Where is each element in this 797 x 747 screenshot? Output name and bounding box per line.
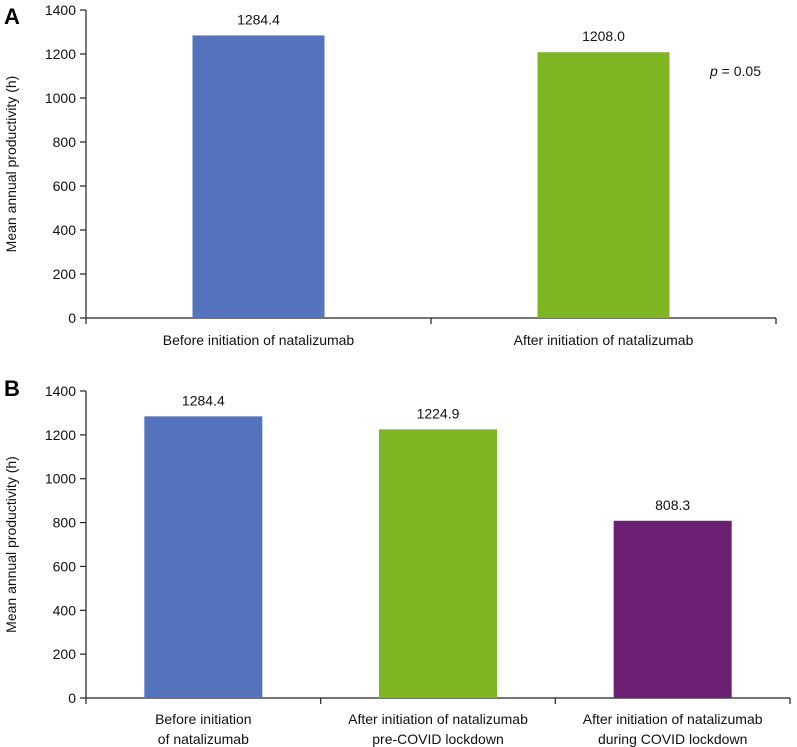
x-category-label: After initiation of natalizumab	[583, 711, 763, 727]
bar	[144, 416, 263, 698]
y-tick-label: 1200	[45, 427, 76, 443]
bar	[379, 429, 497, 698]
y-tick-label: 600	[53, 558, 77, 574]
data-label: 1224.9	[417, 405, 460, 421]
y-tick-label: 1000	[45, 471, 76, 487]
x-category-label: After initiation of natalizumab	[514, 332, 694, 348]
y-tick-label: 1000	[45, 90, 76, 106]
y-tick-label: 800	[53, 515, 77, 531]
x-category-label: Before initiation of natalizumab	[163, 332, 355, 348]
y-axis-title: Mean annual productivity (h)	[3, 456, 19, 633]
y-tick-label: 200	[53, 266, 77, 282]
chart-panel-a: A Mean annual productivity (h) 0 200 400 600 8…	[3, 2, 777, 348]
y-tick-label: 0	[68, 690, 76, 706]
y-tick-label: 400	[53, 602, 77, 618]
panel-label: B	[4, 376, 20, 401]
bar	[613, 520, 732, 698]
y-tick-label: 800	[53, 134, 77, 150]
p-value-annotation: p = 0.05	[709, 63, 761, 79]
y-axis-title: Mean annual productivity (h)	[3, 76, 19, 253]
panel-label: A	[4, 4, 20, 29]
y-tick-label: 600	[53, 178, 77, 194]
bar	[192, 35, 325, 318]
y-tick-label: 1400	[45, 383, 76, 399]
y-tick-label: 1400	[45, 2, 76, 18]
x-category-label: of natalizumab	[158, 731, 249, 747]
y-tick-label: 200	[53, 646, 77, 662]
data-label: 1284.4	[237, 11, 280, 27]
bar	[537, 52, 670, 319]
data-label: 808.3	[655, 497, 690, 513]
data-label: 1284.4	[182, 392, 225, 408]
x-category-label: Before initiation	[155, 711, 252, 727]
data-label: 1208.0	[582, 28, 625, 44]
y-tick-label: 0	[68, 310, 76, 326]
x-category-label: during COVID lockdown	[598, 731, 747, 747]
y-tick-label: 400	[53, 222, 77, 238]
x-category-label: After initiation of natalizumab	[348, 711, 528, 727]
y-tick-label: 1200	[45, 46, 76, 62]
x-category-label: pre-COVID lockdown	[372, 731, 504, 747]
chart-panel-b: B Mean annual productivity (h) 0 200 400 600 8…	[3, 376, 791, 747]
